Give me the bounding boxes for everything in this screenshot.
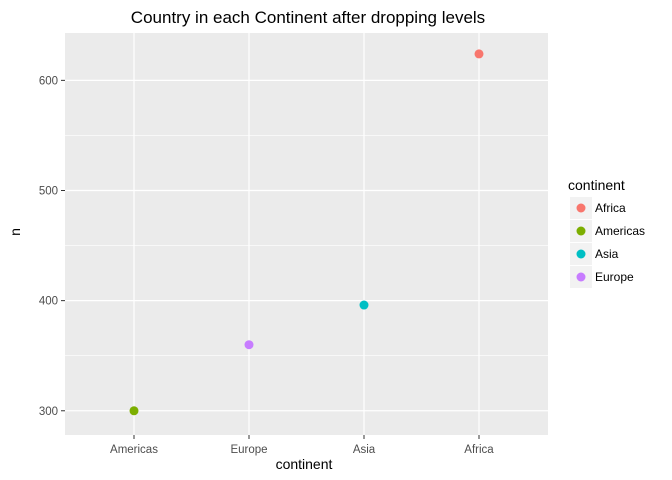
legend-key-europe xyxy=(577,273,586,282)
legend-label-americas: Americas xyxy=(595,224,645,238)
x-tick-label: Europe xyxy=(230,444,267,456)
legend-label-asia: Asia xyxy=(595,247,619,261)
y-tick-label: 300 xyxy=(39,406,58,418)
panel-background xyxy=(65,33,548,435)
legend-key-americas xyxy=(577,227,586,236)
legend-key-africa xyxy=(577,204,586,213)
y-axis-ticks: 300 400 500 600 xyxy=(39,75,65,417)
legend-key-asia xyxy=(577,250,586,259)
legend: continent Africa Americas Asia Europe xyxy=(568,177,645,288)
legend-label-europe: Europe xyxy=(595,270,634,284)
data-point-africa xyxy=(475,49,484,58)
y-tick-label: 500 xyxy=(39,185,58,197)
x-tick-label: Americas xyxy=(110,444,158,456)
legend-title: continent xyxy=(568,177,625,193)
data-point-asia xyxy=(360,301,369,310)
y-tick-label: 400 xyxy=(39,296,58,308)
data-point-americas xyxy=(130,406,139,415)
x-tick-label: Africa xyxy=(464,444,494,456)
y-tick-label: 600 xyxy=(39,75,58,87)
x-tick-label: Asia xyxy=(353,444,376,456)
plot-panel xyxy=(65,33,548,435)
x-axis-title: continent xyxy=(276,456,333,472)
chart-title: Country in each Continent after dropping… xyxy=(131,8,485,27)
x-axis-ticks: Americas Europe Asia Africa xyxy=(110,435,494,456)
legend-label-africa: Africa xyxy=(595,201,626,215)
data-point-europe xyxy=(245,340,254,349)
y-axis-title: n xyxy=(7,228,23,236)
